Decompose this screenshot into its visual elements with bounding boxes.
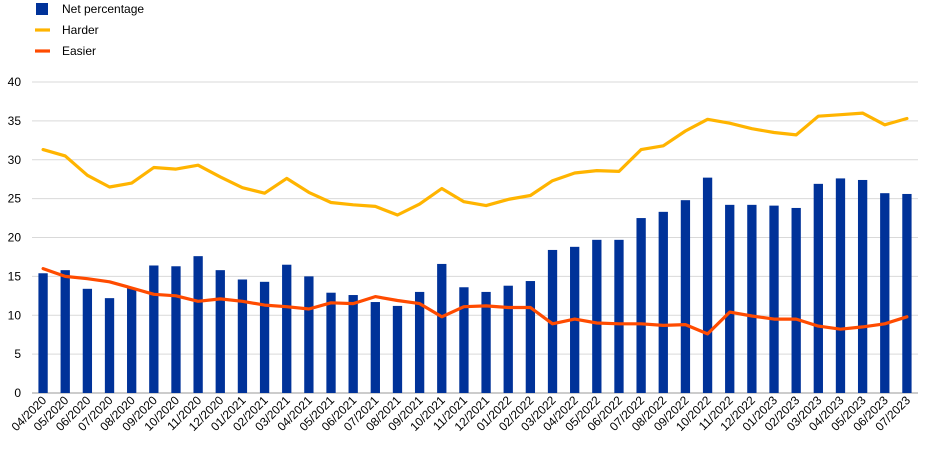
bar (702, 177, 713, 393)
bar (259, 281, 270, 393)
y-tick-label: 35 (8, 114, 22, 128)
bar (348, 295, 358, 393)
series-line (41, 111, 909, 217)
legend-label: Net percentage (62, 2, 144, 16)
legend: Net percentage Harder Easier (35, 2, 144, 58)
y-axis: 0 5 10 15 20 25 30 35 40 (8, 75, 22, 400)
bar (82, 288, 93, 393)
line-series (41, 111, 909, 336)
bar (326, 292, 336, 393)
bar (791, 207, 801, 393)
bar (835, 178, 846, 393)
bar (680, 200, 691, 393)
y-tick-label: 5 (14, 347, 21, 361)
bar (503, 285, 513, 393)
y-tick-label: 0 (14, 386, 21, 400)
bar (215, 270, 225, 393)
bar (414, 291, 425, 393)
bar (880, 193, 890, 393)
legend-label: Easier (62, 44, 96, 58)
bar (592, 239, 602, 393)
bar (547, 249, 558, 393)
bar (127, 288, 137, 393)
y-tick-label: 20 (8, 231, 22, 245)
bar (282, 264, 292, 393)
legend-swatch (36, 3, 48, 15)
bar (614, 239, 624, 393)
bar (902, 193, 912, 393)
series-line (41, 267, 909, 336)
y-tick-label: 10 (8, 308, 22, 322)
legend-label: Harder (62, 23, 99, 37)
y-tick-label: 30 (8, 153, 22, 167)
bar (481, 291, 491, 393)
bar (392, 305, 403, 393)
bar (370, 302, 380, 393)
bar (38, 273, 48, 393)
bar (171, 266, 181, 393)
bar (104, 298, 115, 393)
bar (747, 204, 757, 393)
y-tick-label: 25 (8, 192, 22, 206)
bar (437, 263, 447, 393)
bar (149, 265, 159, 393)
bar (459, 287, 469, 393)
bar (636, 218, 646, 393)
bar (857, 179, 868, 393)
y-tick-label: 40 (8, 75, 22, 89)
bar (725, 204, 735, 393)
y-tick-label: 15 (8, 269, 22, 283)
bar (237, 279, 248, 393)
x-axis: 04/202005/202006/202007/202008/202009/20… (9, 393, 914, 434)
bar (769, 205, 779, 393)
bar (658, 211, 668, 393)
bar (193, 256, 203, 393)
bar-series (38, 177, 912, 393)
gridlines (32, 81, 918, 394)
bar (813, 183, 823, 393)
bar (525, 281, 536, 393)
bar (304, 276, 314, 393)
bar (60, 270, 70, 393)
